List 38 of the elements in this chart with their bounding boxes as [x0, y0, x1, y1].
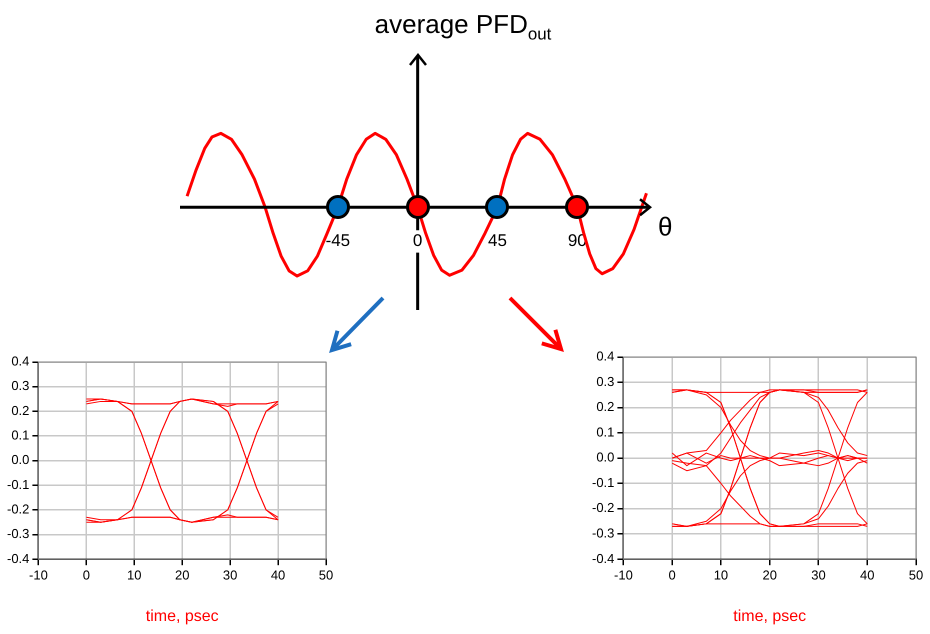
x-tick-label: 40: [860, 568, 874, 583]
x-tick-label: 0: [82, 568, 90, 583]
y-tick-label: -0.4: [6, 550, 30, 566]
x-tick-label: 10: [127, 568, 142, 583]
x-tick-label: -10: [614, 568, 633, 583]
y-tick-label: 0.2: [596, 399, 614, 414]
y-tick-label: -0.1: [6, 476, 30, 492]
y-tick-label: -0.3: [6, 526, 30, 542]
y-tick-label: 0.2: [11, 402, 30, 418]
x-axis-title: time, psec: [146, 608, 219, 625]
y-tick-label: -0.2: [592, 500, 614, 516]
x-tick-label: 10: [714, 568, 728, 583]
x-tick-label: 20: [762, 568, 777, 583]
y-tick-label: 0.4: [11, 354, 30, 369]
x-tick-label: 0: [412, 231, 422, 250]
x-axis-title: time, psec: [733, 608, 806, 625]
y-tick-label: -0.4: [592, 550, 614, 566]
y-tick-label: 0.4: [596, 348, 614, 364]
x-tick-label: 50: [908, 568, 924, 583]
x-tick-label: -10: [29, 568, 48, 583]
x-tick-label: -45: [326, 231, 350, 250]
x-tick-label: 0: [668, 568, 676, 583]
y-tick-label: 0.1: [596, 424, 614, 440]
x-tick-label: 30: [222, 568, 238, 583]
y-tick-label: 0.0: [596, 450, 614, 465]
x-tick-label: 40: [270, 568, 286, 583]
x-tick-label: 30: [811, 568, 826, 583]
y-tick-label: 0.3: [11, 378, 30, 394]
x-axis-title: θ: [658, 211, 672, 242]
y-tick-label: -0.2: [6, 501, 30, 516]
y-tick-label: 0.0: [11, 452, 30, 468]
y-tick-label: -0.1: [592, 474, 614, 490]
y-tick-label: -0.3: [592, 526, 614, 541]
y-tick-label: 0.3: [596, 374, 614, 389]
x-tick-label: 45: [488, 231, 507, 250]
x-tick-label: 20: [174, 568, 190, 583]
y-tick-label: 0.1: [11, 428, 30, 443]
x-tick-label: 50: [318, 568, 334, 583]
